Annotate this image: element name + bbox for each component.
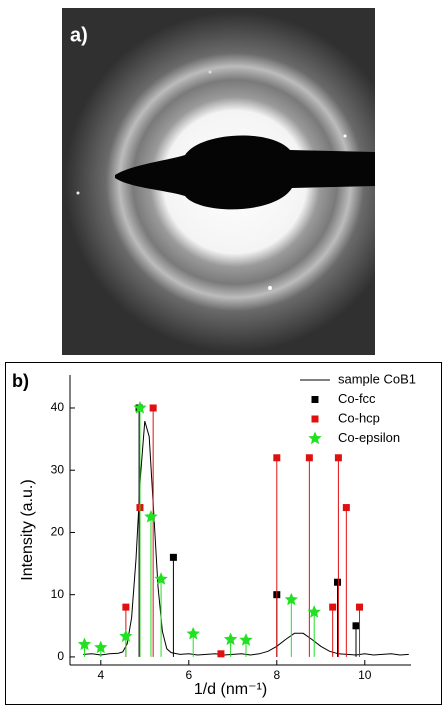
- square-marker: [149, 404, 157, 412]
- star-marker: [307, 605, 321, 618]
- square-marker: [273, 454, 281, 462]
- y-tick-label: 20: [51, 525, 65, 539]
- star-marker: [119, 629, 133, 642]
- x-tick-label: 4: [97, 668, 104, 682]
- star-marker: [133, 401, 147, 414]
- star-marker: [77, 637, 92, 651]
- panel-label: b): [12, 371, 29, 391]
- star-marker: [94, 640, 108, 654]
- star-marker: [223, 632, 238, 646]
- star-marker: [186, 626, 200, 640]
- star-marker: [154, 572, 168, 585]
- y-axis-label: Intensity (a.u.): [19, 479, 36, 580]
- x-tick-label: 8: [273, 668, 280, 682]
- panel-label: a): [70, 24, 88, 46]
- legend-label: sample CoB1: [338, 371, 416, 386]
- square-marker: [305, 454, 313, 462]
- square-marker: [122, 603, 130, 611]
- star-marker: [284, 592, 298, 606]
- legend-label: Co-fcc: [338, 391, 376, 406]
- legend-marker: [311, 396, 319, 403]
- x-tick-label: 10: [358, 668, 372, 682]
- square-marker: [356, 603, 364, 611]
- legend-label: Co-epsilon: [338, 430, 400, 445]
- x-tick-label: 6: [185, 668, 192, 682]
- star-marker: [239, 633, 253, 646]
- legend-label: Co-hcp: [338, 410, 380, 425]
- square-marker: [352, 622, 360, 630]
- y-tick-label: 30: [51, 462, 65, 476]
- diffraction-image: a): [62, 8, 375, 355]
- square-marker: [217, 650, 225, 658]
- legend-marker: [311, 415, 319, 423]
- star-marker: [144, 509, 158, 523]
- y-tick-label: 0: [57, 649, 64, 663]
- square-marker: [334, 578, 342, 586]
- y-tick-label: 40: [51, 400, 65, 414]
- square-marker: [334, 454, 342, 462]
- square-marker: [169, 553, 177, 561]
- x-axis-label: 1/d (nm⁻¹): [194, 681, 267, 698]
- legend-marker: [308, 431, 322, 445]
- square-marker: [342, 504, 350, 512]
- square-marker: [329, 603, 337, 611]
- y-tick-label: 10: [51, 587, 65, 601]
- plot: 0 10 20 30 40 4 6 8 10 1/d (nm⁻¹) Intensity (a.u.)…: [19, 371, 416, 698]
